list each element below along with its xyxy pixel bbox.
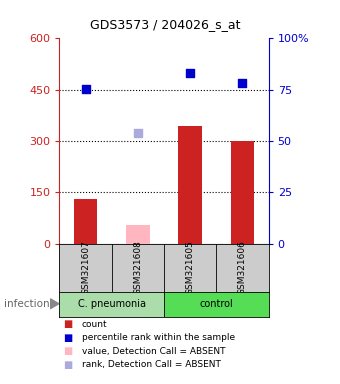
Text: count: count	[82, 320, 107, 329]
Bar	[74, 199, 97, 244]
Text: ■: ■	[63, 360, 72, 370]
Text: percentile rank within the sample: percentile rank within the sample	[82, 333, 235, 343]
Point	[83, 86, 88, 92]
Bar	[231, 141, 254, 244]
Text: ■: ■	[63, 333, 72, 343]
Point	[135, 129, 141, 136]
Text: GSM321605: GSM321605	[186, 240, 195, 295]
Text: ■: ■	[63, 319, 72, 329]
Text: GSM321606: GSM321606	[238, 240, 247, 295]
Text: value, Detection Call = ABSENT: value, Detection Call = ABSENT	[82, 347, 225, 356]
Text: GDS3573 / 204026_s_at: GDS3573 / 204026_s_at	[90, 18, 240, 31]
Point	[240, 80, 245, 86]
Text: C. pneumonia: C. pneumonia	[78, 299, 146, 310]
Text: control: control	[200, 299, 233, 310]
Bar	[126, 225, 150, 244]
Text: GSM321608: GSM321608	[133, 240, 142, 295]
Text: infection: infection	[4, 299, 50, 309]
Text: rank, Detection Call = ABSENT: rank, Detection Call = ABSENT	[82, 360, 220, 369]
Point	[187, 70, 193, 76]
Bar	[59, 292, 164, 317]
Text: GSM321607: GSM321607	[81, 240, 90, 295]
Text: ■: ■	[63, 346, 72, 356]
Polygon shape	[50, 299, 59, 309]
Bar	[178, 126, 202, 244]
Bar	[164, 292, 269, 317]
